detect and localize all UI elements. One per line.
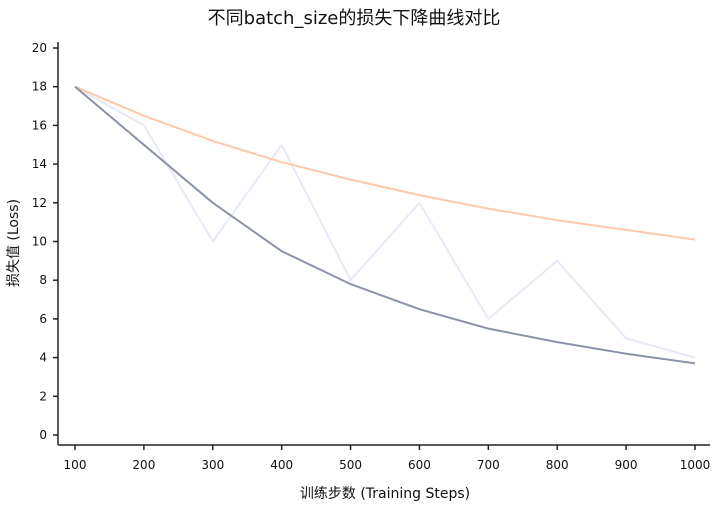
- y-tick-label: 10: [32, 235, 47, 249]
- x-tick-label: 800: [546, 458, 569, 472]
- x-tick-label: 100: [64, 458, 87, 472]
- x-tick-label: 700: [477, 458, 500, 472]
- x-tick-label: 200: [132, 458, 155, 472]
- y-tick-label: 12: [32, 196, 47, 210]
- x-tick-label: 300: [201, 458, 224, 472]
- y-axis-label: 损失值 (Loss): [6, 199, 22, 287]
- y-tick-label: 0: [39, 428, 47, 442]
- x-tick-label: 600: [408, 458, 431, 472]
- x-axis-label: 训练步数 (Training Steps): [300, 486, 470, 502]
- series-group: [74, 85, 696, 365]
- x-tick-label: 400: [270, 458, 293, 472]
- y-tick-label: 2: [39, 389, 47, 403]
- y-tick-label: 14: [32, 157, 47, 171]
- y-tick-label: 20: [32, 41, 47, 55]
- x-tick-label: 1000: [680, 458, 711, 472]
- y-tick-label: 18: [32, 80, 47, 94]
- x-tick-label: 900: [615, 458, 638, 472]
- axes: [57, 42, 710, 446]
- series-line-1: [74, 85, 696, 359]
- x-tick-label: 500: [339, 458, 362, 472]
- y-tick-label: 8: [39, 273, 47, 287]
- y-tick-label: 4: [39, 351, 47, 365]
- y-tick-label: 6: [39, 312, 47, 326]
- x-ticks: 100 200 300 400 500 600 700 800 900 1000: [64, 445, 711, 472]
- series-line-2: [74, 85, 696, 241]
- y-tick-label: 16: [32, 118, 47, 132]
- series-line-3: [74, 85, 696, 365]
- y-ticks: 0 2 4 6 8 10 12 14 16 18 20: [32, 41, 58, 442]
- chart-title: 不同batch_size的损失下降曲线对比: [208, 8, 501, 29]
